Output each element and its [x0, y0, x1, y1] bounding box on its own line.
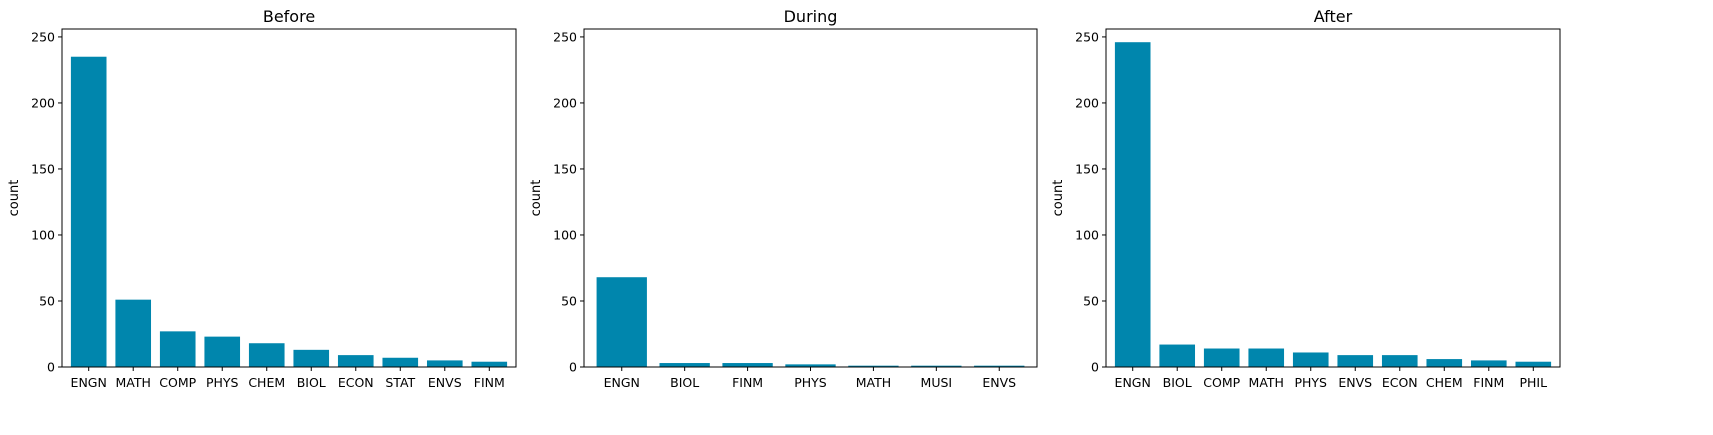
bar-engn	[596, 277, 647, 367]
x-tick-label: ENVS	[428, 375, 462, 390]
bar-envs	[426, 360, 463, 367]
y-tick-label: 0	[569, 360, 577, 375]
y-tick-label: 100	[31, 227, 55, 242]
x-tick-label: FINM	[732, 375, 763, 390]
y-tick-label: 50	[1083, 293, 1099, 308]
axes-frame	[1105, 28, 1561, 368]
bar-phys	[204, 336, 241, 367]
x-tick-label: ENGN	[604, 375, 640, 390]
axes-frame	[583, 28, 1038, 368]
bar-econ	[337, 355, 374, 367]
chart-panel-after: 0 50 100 150 200 250 ENGN BIOL COMP MATH PHYS ENVS E…	[1051, 7, 1561, 390]
x-tick-label: ENVS	[982, 375, 1016, 390]
bar-envs	[974, 365, 1025, 367]
chart-title: After	[1314, 7, 1353, 26]
x-tick-label: MATH	[1249, 375, 1284, 390]
bar-phil	[1515, 361, 1552, 367]
x-tick-label: ENGN	[1115, 375, 1151, 390]
bar-econ	[1381, 355, 1418, 367]
y-tick-label: 100	[553, 227, 577, 242]
y-axis-label: count	[7, 180, 22, 217]
bar-engn	[70, 56, 107, 367]
bar-comp	[159, 331, 196, 367]
x-tick-label: BIOL	[1163, 375, 1192, 390]
x-tick-label: ECON	[338, 375, 374, 390]
bar-math	[848, 365, 899, 367]
bar-biol	[293, 349, 330, 367]
bar-phys	[1292, 352, 1329, 367]
axes-frame	[61, 28, 517, 368]
x-tick-label: ENVS	[1338, 375, 1372, 390]
y-tick-label: 0	[1091, 360, 1099, 375]
bar-phys	[785, 364, 836, 367]
x-tick-label: ENGN	[71, 375, 107, 390]
x-tick-label: CHEM	[248, 375, 285, 390]
chart-panel-before: 0 50 100 150 200 250 ENGN MATH COMP PHYS CHEM BIOL E…	[7, 7, 517, 390]
y-axis-label: count	[529, 180, 544, 217]
bar-chem	[248, 343, 285, 367]
x-tick-label: MATH	[856, 375, 891, 390]
bar-biol	[1159, 344, 1196, 367]
x-tick-label: ECON	[1382, 375, 1418, 390]
bar-biol	[659, 363, 710, 367]
chart-panel-during: 0 50 100 150 200 250 ENGN BIOL FINM PHYS MATH MUSI E…	[529, 7, 1038, 390]
x-tick-label: PHIL	[1519, 375, 1547, 390]
y-tick-label: 50	[561, 293, 577, 308]
x-tick-label: PHYS	[206, 375, 239, 390]
y-tick-label: 250	[1075, 29, 1099, 44]
x-tick-label: CHEM	[1426, 375, 1463, 390]
x-tick-label: MUSI	[921, 375, 953, 390]
bar-comp	[1203, 348, 1240, 367]
bar-engn	[1114, 42, 1151, 367]
x-tick-label: MATH	[116, 375, 151, 390]
x-tick-label: COMP	[1203, 375, 1240, 390]
x-tick-label: PHYS	[1294, 375, 1327, 390]
x-tick-label: FINM	[1473, 375, 1504, 390]
x-tick-label: BIOL	[297, 375, 326, 390]
chart-title: During	[784, 7, 838, 26]
y-tick-label: 250	[31, 29, 55, 44]
bar-finm	[1470, 360, 1507, 367]
x-tick-label: COMP	[159, 375, 196, 390]
x-tick-label: BIOL	[670, 375, 699, 390]
bar-finm	[471, 361, 508, 367]
y-tick-label: 0	[47, 360, 55, 375]
y-tick-label: 150	[553, 161, 577, 176]
bar-finm	[722, 363, 773, 367]
x-tick-label: FINM	[474, 375, 505, 390]
bar-envs	[1337, 355, 1374, 367]
y-axis-label: count	[1051, 180, 1066, 217]
y-tick-label: 150	[1075, 161, 1099, 176]
y-tick-label: 200	[553, 95, 577, 110]
y-tick-label: 250	[553, 29, 577, 44]
bar-math	[115, 299, 152, 367]
bar-math	[1248, 348, 1285, 367]
y-tick-label: 50	[39, 293, 55, 308]
y-tick-label: 150	[31, 161, 55, 176]
x-tick-label: STAT	[385, 375, 415, 390]
x-tick-label: PHYS	[794, 375, 827, 390]
y-tick-label: 200	[31, 95, 55, 110]
bar-musi	[911, 365, 962, 367]
y-tick-label: 200	[1075, 95, 1099, 110]
bar-chem	[1426, 359, 1463, 367]
chart-title: Before	[263, 7, 315, 26]
bar-stat	[382, 357, 419, 367]
y-tick-label: 100	[1075, 227, 1099, 242]
